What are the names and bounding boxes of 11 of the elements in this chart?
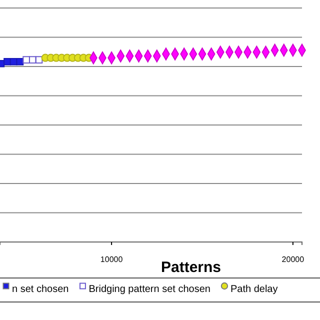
point	[35, 56, 43, 64]
legend-label: n set chosen	[12, 284, 69, 295]
x-tick-label: 20000	[282, 255, 305, 264]
legend-label: Bridging pattern set chosen	[88, 284, 210, 295]
point	[28, 56, 36, 64]
legend-label: Path delay	[230, 284, 278, 295]
x-tick-label: 10000	[100, 255, 124, 264]
x-axis-title: Patterns	[160, 259, 222, 276]
point	[22, 56, 30, 64]
point	[10, 58, 18, 66]
point	[4, 58, 11, 66]
